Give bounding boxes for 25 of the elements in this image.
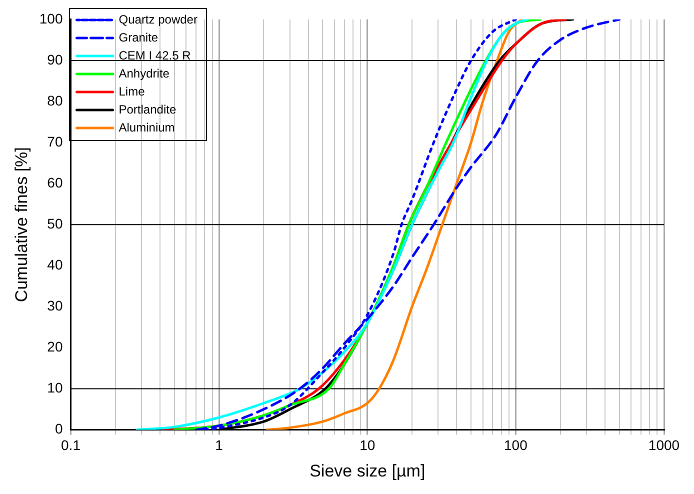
y-tick-label: 60 bbox=[47, 174, 63, 190]
x-axis-title: Sieve size [µm] bbox=[310, 461, 426, 480]
y-tick-label: 100 bbox=[39, 10, 63, 26]
x-tick-label: 1 bbox=[215, 437, 224, 454]
y-axis-title: Cumulative fines [%] bbox=[12, 147, 31, 302]
x-tick-label: 0.1 bbox=[61, 437, 81, 454]
x-tick-label: 1000 bbox=[648, 437, 680, 454]
y-tick-label: 20 bbox=[47, 338, 63, 355]
y-tick-label: 0 bbox=[54, 420, 63, 437]
legend-label: Anhydrite bbox=[118, 66, 170, 80]
y-tick-label: 30 bbox=[47, 298, 63, 314]
y-tick-label: 90 bbox=[47, 51, 63, 68]
y-tick-label: 40 bbox=[47, 256, 63, 272]
y-tick-label: 50 bbox=[47, 215, 63, 232]
y-tick-label: 70 bbox=[47, 133, 63, 150]
x-tick-label: 10 bbox=[360, 437, 376, 454]
legend-label: Quartz powder bbox=[118, 12, 198, 26]
legend-label: Lime bbox=[118, 84, 146, 98]
legend-label: Portlandite bbox=[118, 102, 176, 116]
y-tick-label: 10 bbox=[47, 380, 63, 396]
legend-label: CEM I 42.5 R bbox=[118, 48, 192, 62]
y-tick-label: 80 bbox=[47, 92, 63, 108]
x-tick-label: 100 bbox=[504, 437, 528, 454]
legend-label: Aluminium bbox=[118, 120, 175, 134]
legend-label: Granite bbox=[118, 30, 158, 44]
